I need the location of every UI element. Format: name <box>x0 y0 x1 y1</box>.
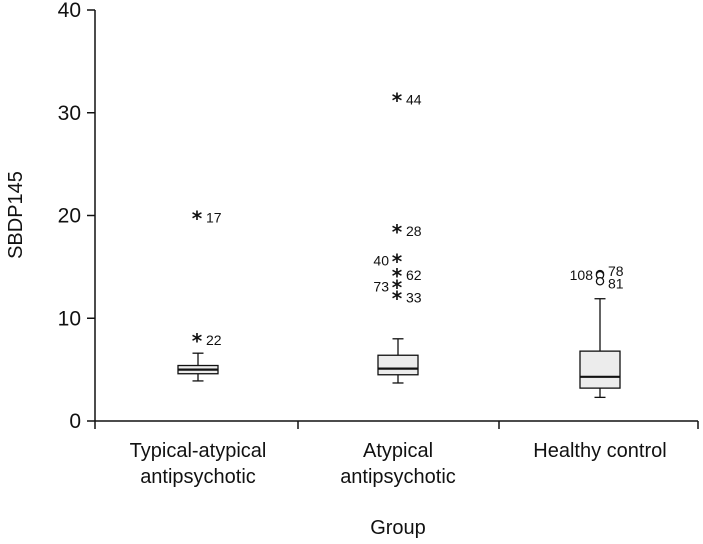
outlier-label: 81 <box>608 275 624 291</box>
x-category-label: Healthy control <box>533 440 666 462</box>
x-category-label-line: antipsychotic <box>340 466 456 488</box>
outlier-star-marker: * <box>392 88 403 112</box>
outlier-star-marker: * <box>392 264 403 288</box>
outlier-label: 44 <box>406 91 422 107</box>
x-axis-title: Group <box>370 517 426 539</box>
outlier-star-marker: * <box>192 207 203 231</box>
outlier-star-marker: * <box>192 329 203 353</box>
y-tick-label: 0 <box>69 410 81 433</box>
y-tick-label: 40 <box>58 0 81 22</box>
x-category-label-line: Atypical <box>363 440 433 462</box>
y-axis-title: SBDP145 <box>5 171 27 259</box>
y-tick-label: 30 <box>58 102 81 125</box>
y-tick-label: 10 <box>58 307 81 330</box>
outlier-circle-marker <box>595 277 605 286</box>
x-category-label: Typical-atypical antipsychotic <box>130 440 267 488</box>
outlier-label: 108 <box>570 267 594 283</box>
y-ticks: 0 10 20 30 40 <box>58 0 95 433</box>
y-tick-label: 20 <box>58 205 81 228</box>
box-iqr <box>579 350 621 389</box>
outlier-label: 78 <box>608 263 624 279</box>
x-category-label: Atypical antipsychotic <box>340 440 456 488</box>
box-group: * 17* 22 <box>177 207 222 382</box>
outlier-label: 40 <box>373 253 389 269</box>
outlier-star-marker: * <box>392 275 403 299</box>
outlier-label: 62 <box>406 267 422 283</box>
x-category-label-line: antipsychotic <box>140 466 256 488</box>
outlier-label: 33 <box>406 290 422 306</box>
x-category-label-line: Healthy control <box>533 440 666 462</box>
outlier-star-marker: * <box>392 250 403 274</box>
outlier-label: 22 <box>206 332 222 348</box>
x-ticks: Typical-atypical antipsychotic Atypical ant… <box>94 421 699 488</box>
outlier-label: 17 <box>206 210 222 226</box>
outlier-star-marker: * <box>392 287 403 311</box>
box-iqr <box>377 354 419 376</box>
outlier-star-marker: * <box>392 220 403 244</box>
outlier-label: 28 <box>406 223 422 239</box>
box-group: * 44* 28*40* 62*73* 33 <box>373 88 422 384</box>
x-category-label-line: Typical-atypical <box>130 440 267 462</box>
outlier-label: 73 <box>373 278 389 294</box>
